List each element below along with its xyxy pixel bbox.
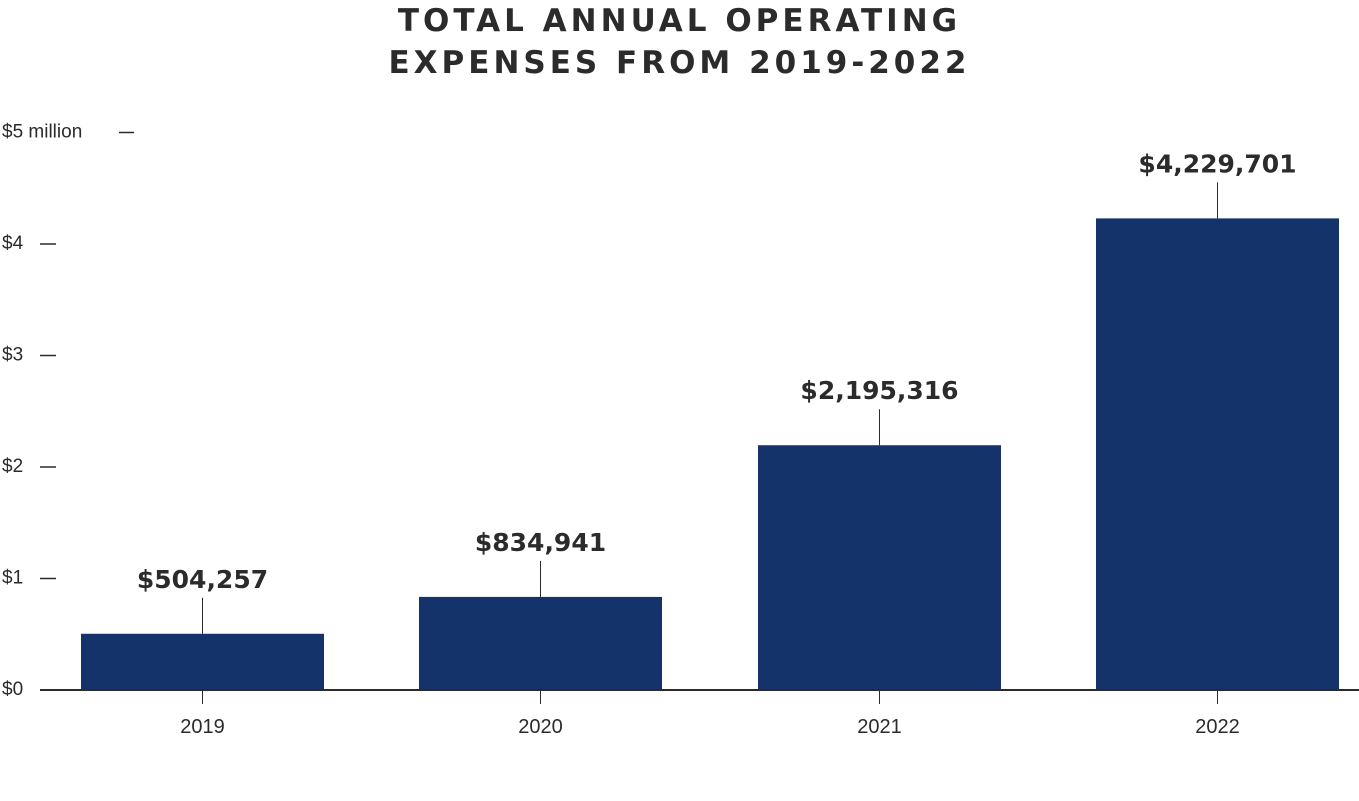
y-tick-label: $5 million: [2, 122, 82, 143]
y-tick-label: $1: [2, 568, 23, 589]
bar-2021: [758, 445, 1001, 690]
data-label-2021: $2,195,316: [800, 376, 958, 405]
y-tick-label: $2: [2, 456, 23, 477]
x-tick-label-2020: 2020: [518, 716, 563, 738]
data-label-2019: $504,257: [137, 565, 268, 594]
bar-2020: [419, 596, 662, 690]
chart-title: TOTAL ANNUAL OPERATING EXPENSES FROM 201…: [0, 0, 1359, 84]
x-tick-label-2022: 2022: [1195, 716, 1240, 738]
y-tick-label: $0: [2, 679, 23, 700]
y-tick-label: $4: [2, 233, 24, 254]
data-label-2020: $834,941: [475, 528, 606, 557]
chart-title-line-1: TOTAL ANNUAL OPERATING: [397, 3, 962, 39]
x-tick-label-2019: 2019: [180, 716, 225, 738]
chart-title-line-2: EXPENSES FROM 2019-2022: [388, 45, 971, 81]
x-tick-label-2021: 2021: [857, 716, 902, 738]
data-label-2022: $4,229,701: [1138, 149, 1296, 178]
y-tick-label: $3: [2, 345, 23, 366]
bar-2019: [81, 633, 324, 690]
bar-2022: [1096, 218, 1339, 690]
